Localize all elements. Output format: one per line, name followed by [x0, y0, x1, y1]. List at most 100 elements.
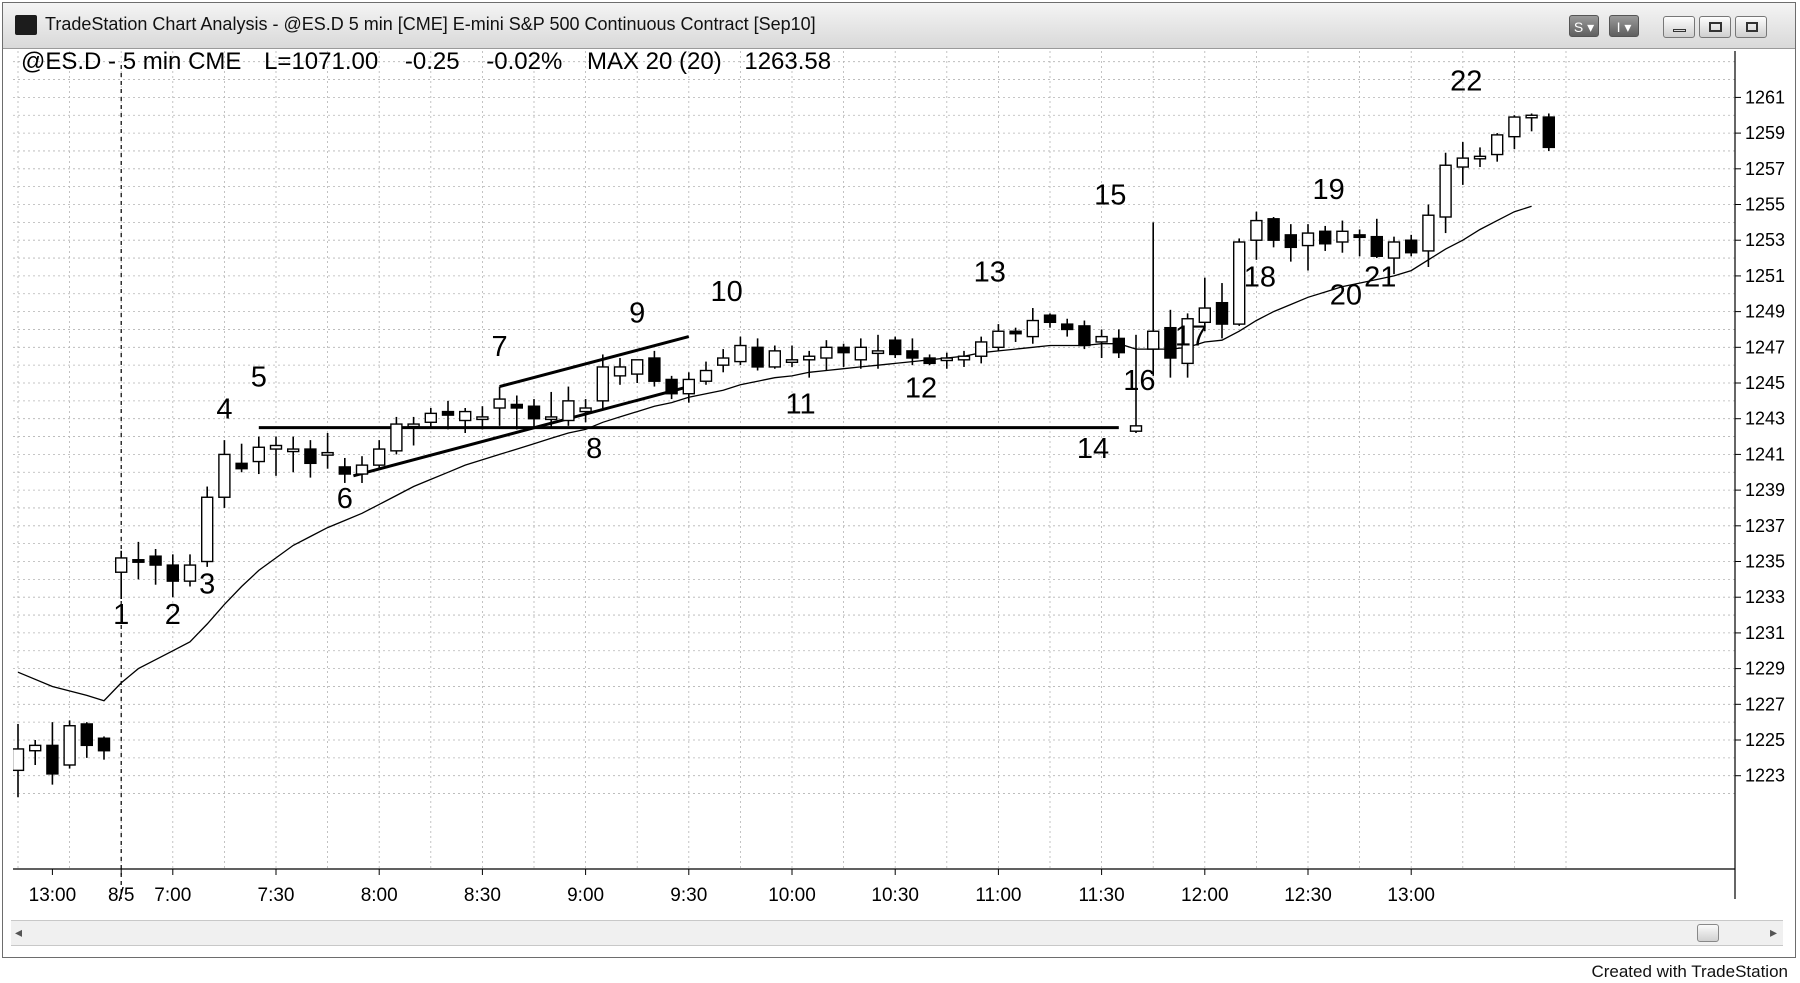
- candle: [940, 352, 953, 369]
- candle-body-down: [1009, 330, 1022, 335]
- candle: [287, 436, 300, 473]
- candle-body-down: [304, 448, 317, 465]
- candle: [166, 554, 180, 598]
- candle-body-down: [441, 410, 455, 416]
- candle-body-down: [1267, 218, 1280, 241]
- style-button-label: S: [1573, 19, 1584, 35]
- symbol-label: @ES.D - 5 min CME: [21, 51, 241, 75]
- annotation-label: 18: [1244, 262, 1276, 294]
- candle: [1181, 313, 1194, 378]
- close-icon: [1746, 22, 1758, 32]
- candle-body-down: [166, 564, 180, 582]
- price-tick-label: 1225: [1745, 730, 1785, 750]
- time-tick-label: 13:00: [29, 885, 77, 906]
- annotation-label: 13: [974, 256, 1006, 288]
- candle-body-up: [1232, 241, 1246, 325]
- candle: [407, 416, 420, 446]
- price-tick-label: 1241: [1745, 444, 1785, 464]
- candle: [768, 345, 781, 369]
- candle-body-down: [1404, 239, 1418, 254]
- candle: [1542, 113, 1556, 151]
- candle-body-down: [1284, 234, 1298, 249]
- candle: [200, 486, 214, 567]
- candle: [441, 400, 455, 430]
- time-tick-label: 11:30: [1079, 885, 1125, 906]
- chart-area[interactable]: 1 2 3 4 5 6 7 8 9 10 11 12 13 14 15 16 17 18 19 20 21 22 1223…: [11, 48, 1789, 957]
- candle: [1112, 329, 1126, 359]
- candle: [889, 336, 902, 359]
- price-tick-label: 1255: [1745, 195, 1785, 215]
- candle-body-up: [1508, 116, 1521, 138]
- chart-window: TradeStation Chart Analysis - @ES.D 5 mi…: [2, 2, 1796, 958]
- insert-dropdown-button[interactable]: I ▾: [1609, 15, 1639, 37]
- candle-body-up: [1146, 330, 1160, 350]
- candle-body-down: [1164, 326, 1177, 359]
- candle: [1422, 204, 1435, 267]
- candle: [734, 336, 747, 366]
- candle: [476, 406, 489, 430]
- candle: [1301, 224, 1315, 271]
- close-button[interactable]: [1735, 16, 1767, 38]
- candle-body-up: [29, 744, 42, 752]
- title-bar: TradeStation Chart Analysis - @ES.D 5 mi…: [3, 3, 1795, 49]
- insert-button-label: I: [1616, 19, 1621, 35]
- price-tick-label: 1261: [1745, 87, 1785, 107]
- price-tick-label: 1243: [1745, 409, 1785, 429]
- scroll-right-icon[interactable]: ▸: [1769, 924, 1777, 940]
- style-dropdown-button[interactable]: S ▾: [1569, 15, 1599, 37]
- price-change: -0.25: [405, 51, 460, 75]
- candle: [1387, 236, 1401, 275]
- candle-body-down: [889, 339, 902, 356]
- candle-body-up: [940, 357, 953, 362]
- annotation-label: 5: [251, 362, 267, 394]
- minimize-button[interactable]: [1663, 16, 1695, 38]
- candle: [235, 443, 248, 473]
- candle-body-down: [648, 357, 661, 382]
- time-tick-label: 13:00: [1387, 885, 1435, 906]
- candle-body-up: [803, 355, 816, 361]
- maximize-button[interactable]: [1699, 16, 1731, 38]
- candle: [975, 336, 988, 364]
- candle-body-up: [200, 496, 214, 563]
- scroll-left-icon[interactable]: ◂: [15, 924, 23, 940]
- annotation-label: 16: [1123, 365, 1155, 397]
- candle: [252, 436, 266, 475]
- time-tick-label: 10:30: [871, 885, 919, 906]
- candle: [97, 736, 111, 760]
- candle-body-up: [820, 346, 833, 359]
- candle-body-up: [631, 359, 644, 375]
- candle: [424, 408, 437, 428]
- candle: [1009, 327, 1022, 342]
- candle: [785, 345, 799, 367]
- ema-line: [17, 205, 1532, 702]
- candle: [218, 440, 231, 508]
- candle-body-down: [80, 723, 94, 747]
- annotation-label: 12: [905, 372, 937, 404]
- time-tick-label: 9:30: [670, 885, 707, 906]
- time-tick-label: 12:30: [1284, 885, 1332, 906]
- candle: [717, 349, 730, 373]
- price-tick-label: 1231: [1745, 623, 1785, 643]
- candle: [1250, 211, 1263, 260]
- candle-body-down: [1215, 301, 1229, 325]
- candle: [837, 343, 850, 367]
- candle-body-up: [1439, 164, 1452, 218]
- scroll-thumb[interactable]: [1697, 924, 1719, 942]
- candle: [665, 375, 678, 400]
- candle-body-up: [476, 416, 489, 421]
- candle: [1198, 277, 1212, 332]
- candle: [114, 550, 128, 599]
- candle-body-up: [287, 448, 300, 453]
- candle-body-up: [252, 446, 266, 463]
- candle: [338, 457, 351, 483]
- candle-body-down: [837, 346, 850, 354]
- candle: [562, 386, 575, 426]
- indicator-value: 1263.58: [744, 51, 831, 75]
- candle: [1060, 318, 1074, 337]
- candle: [63, 720, 76, 769]
- candle-body-up: [1026, 319, 1039, 338]
- candle-body-up: [63, 725, 76, 766]
- horizontal-scrollbar[interactable]: ◂ ▸: [11, 920, 1783, 946]
- chart-header: @ES.D - 5 min CME L=1071.00 -0.25 -0.02%…: [21, 51, 831, 75]
- candle-body-up: [218, 453, 231, 498]
